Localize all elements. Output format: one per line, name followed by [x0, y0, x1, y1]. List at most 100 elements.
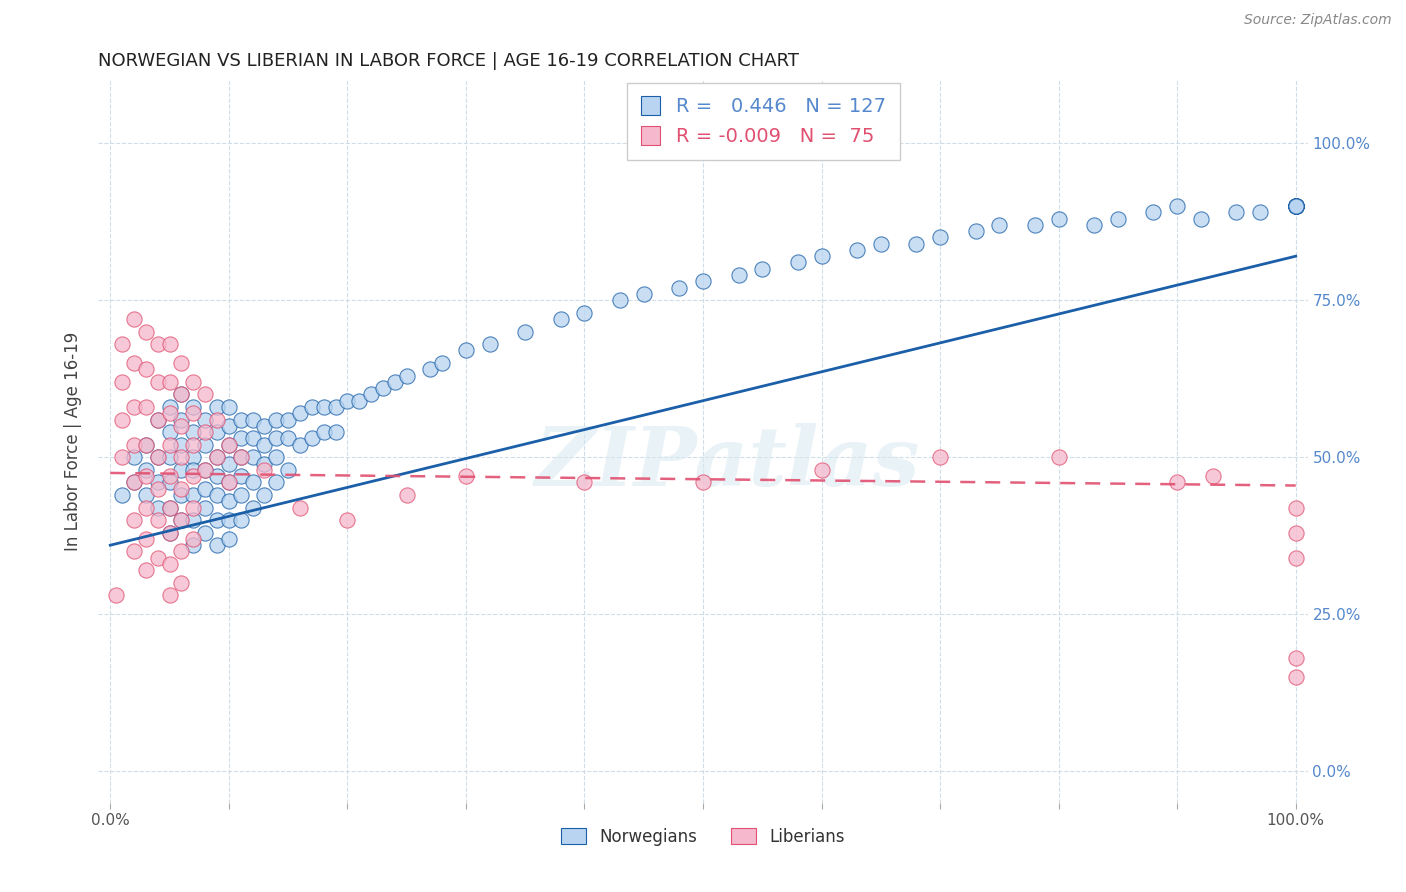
Point: [727, 268, 749, 282]
Point: [181, 450, 204, 465]
Point: [205, 412, 228, 426]
Point: [135, 532, 157, 546]
Point: [122, 513, 145, 527]
Point: [122, 400, 145, 414]
Point: [205, 450, 228, 465]
Point: [122, 312, 145, 326]
Point: [1285, 199, 1308, 213]
Point: [1285, 199, 1308, 213]
Point: [135, 469, 157, 483]
Point: [965, 224, 987, 238]
Point: [242, 475, 264, 490]
Point: [170, 544, 193, 558]
Point: [574, 475, 596, 490]
Point: [205, 488, 228, 502]
Point: [1285, 550, 1308, 565]
Point: [135, 325, 157, 339]
Point: [159, 557, 181, 571]
Point: [170, 387, 193, 401]
Point: [218, 438, 240, 452]
Point: [205, 425, 228, 439]
Point: [929, 450, 952, 465]
Point: [242, 431, 264, 445]
Point: [170, 387, 193, 401]
Point: [159, 475, 181, 490]
Point: [419, 362, 441, 376]
Point: [170, 482, 193, 496]
Point: [218, 400, 240, 414]
Point: [205, 469, 228, 483]
Point: [135, 463, 157, 477]
Point: [218, 494, 240, 508]
Point: [242, 450, 264, 465]
Point: [122, 475, 145, 490]
Point: [170, 438, 193, 452]
Point: [111, 450, 134, 465]
Point: [229, 450, 252, 465]
Point: [229, 450, 252, 465]
Point: [122, 356, 145, 370]
Point: [1047, 211, 1070, 226]
Point: [1285, 199, 1308, 213]
Point: [384, 375, 406, 389]
Point: [146, 475, 169, 490]
Point: [1285, 500, 1308, 515]
Point: [1249, 205, 1271, 219]
Point: [905, 236, 928, 251]
Point: [194, 482, 217, 496]
Point: [146, 375, 169, 389]
Point: [159, 400, 181, 414]
Point: [229, 488, 252, 502]
Point: [1285, 199, 1308, 213]
Point: [122, 544, 145, 558]
Point: [692, 274, 714, 288]
Point: [371, 381, 394, 395]
Point: [229, 431, 252, 445]
Point: [1285, 525, 1308, 540]
Point: [1166, 475, 1188, 490]
Point: [159, 425, 181, 439]
Point: [869, 236, 891, 251]
Point: [181, 532, 204, 546]
Point: [454, 469, 477, 483]
Point: [205, 513, 228, 527]
Point: [1107, 211, 1129, 226]
Point: [668, 280, 690, 294]
Point: [135, 500, 157, 515]
Point: [146, 450, 169, 465]
Point: [301, 400, 323, 414]
Point: [181, 513, 204, 527]
Point: [1285, 199, 1308, 213]
Point: [135, 400, 157, 414]
Point: [264, 431, 287, 445]
Point: [218, 475, 240, 490]
Point: [1024, 218, 1046, 232]
Point: [277, 412, 299, 426]
Point: [846, 243, 869, 257]
Point: [288, 438, 311, 452]
Point: [1047, 450, 1070, 465]
Point: [122, 450, 145, 465]
Point: [1285, 651, 1308, 665]
Point: [159, 525, 181, 540]
Point: [205, 400, 228, 414]
Point: [478, 337, 501, 351]
Point: [170, 356, 193, 370]
Point: [218, 513, 240, 527]
Point: [159, 406, 181, 420]
Point: [135, 563, 157, 577]
Point: [1285, 199, 1308, 213]
Point: [395, 368, 418, 383]
Point: [288, 406, 311, 420]
Point: [159, 438, 181, 452]
Point: [181, 425, 204, 439]
Point: [159, 375, 181, 389]
Point: [194, 412, 217, 426]
Point: [253, 463, 276, 477]
Point: [277, 463, 299, 477]
Point: [146, 450, 169, 465]
Point: [347, 393, 370, 408]
Point: [181, 438, 204, 452]
Point: [1225, 205, 1247, 219]
Point: [146, 412, 169, 426]
